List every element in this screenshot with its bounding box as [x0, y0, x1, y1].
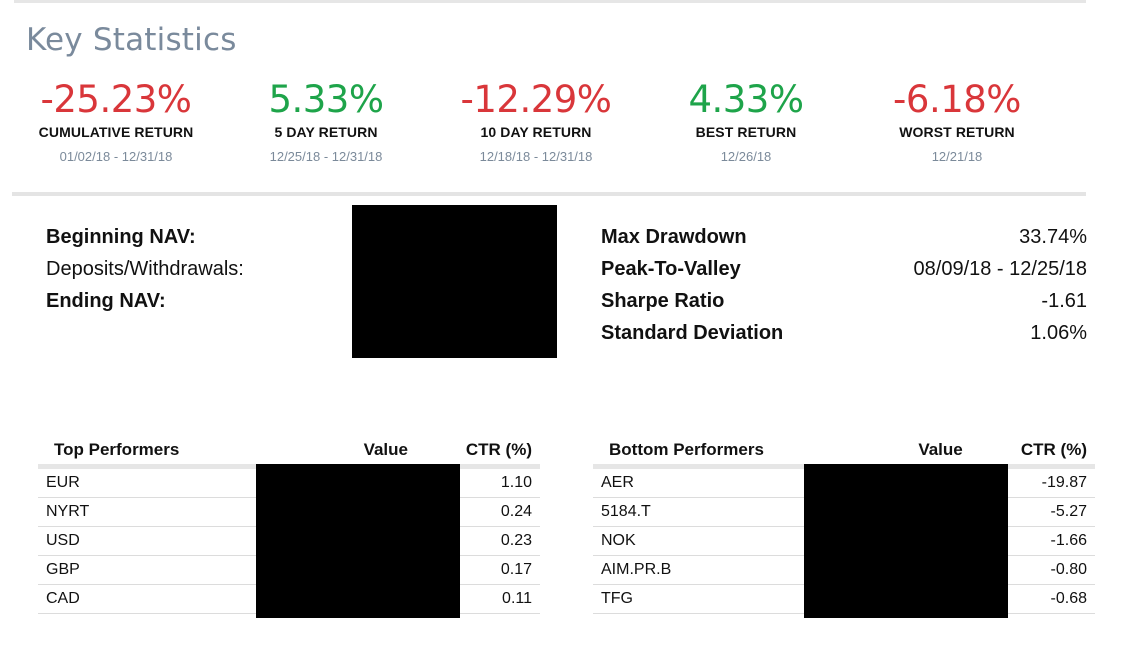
stat-date: 12/18/18 - 12/31/18 — [479, 149, 593, 164]
risk-row-standard-deviation: Standard Deviation 1.06% — [601, 321, 1087, 353]
row-name: EUR — [38, 466, 248, 498]
risk-row-max-drawdown: Max Drawdown 33.74% — [601, 225, 1087, 257]
stat-label: 10 DAY RETURN — [480, 124, 592, 140]
table-header-row: Top Performers Value CTR (%) — [38, 436, 540, 469]
stat-value: 5.33% — [268, 78, 384, 121]
stat-cumulative-return: -25.23% CUMULATIVE RETURN 01/02/18 - 12/… — [0, 78, 246, 164]
stat-10-day-return: -12.29% 10 DAY RETURN 12/18/18 - 12/31/1… — [406, 78, 666, 164]
risk-metrics: Max Drawdown 33.74% Peak-To-Valley 08/09… — [601, 225, 1087, 353]
stat-date: 12/21/18 — [931, 149, 983, 164]
row-name: NYRT — [38, 497, 248, 527]
stat-date: 12/25/18 - 12/31/18 — [269, 149, 383, 164]
risk-value: 1.06% — [1030, 322, 1087, 344]
stat-label: WORST RETURN — [899, 124, 1015, 140]
top-divider — [14, 0, 1086, 3]
page-title: Key Statistics — [26, 22, 237, 58]
risk-value: 08/09/18 - 12/25/18 — [913, 258, 1087, 280]
row-name: AER — [593, 466, 803, 498]
row-name: NOK — [593, 526, 803, 556]
risk-row-sharpe-ratio: Sharpe Ratio -1.61 — [601, 289, 1087, 321]
table-header-row: Bottom Performers Value CTR (%) — [593, 436, 1095, 469]
risk-label: Standard Deviation — [601, 322, 784, 344]
key-stats-row: -25.23% CUMULATIVE RETURN 01/02/18 - 12/… — [0, 78, 1100, 178]
risk-label: Sharpe Ratio — [601, 290, 725, 312]
redacted-bottom-values — [804, 464, 1008, 618]
column-header-value: Value — [802, 436, 971, 469]
risk-value: 33.74% — [1019, 226, 1087, 248]
risk-label: Peak-To-Valley — [601, 258, 741, 280]
stat-value: -12.29% — [460, 78, 612, 121]
stat-value: 4.33% — [688, 78, 804, 121]
risk-value: -1.61 — [1041, 290, 1087, 312]
risk-label: Max Drawdown — [601, 226, 747, 248]
redacted-nav-values — [352, 205, 557, 358]
column-header-ctr: CTR (%) — [416, 436, 540, 469]
stat-label: 5 DAY RETURN — [274, 124, 378, 140]
column-header-ctr: CTR (%) — [970, 436, 1095, 469]
stat-best-return: 4.33% BEST RETURN 12/26/18 — [616, 78, 876, 164]
stat-value: -25.23% — [40, 78, 192, 121]
ending-nav-label: Ending NAV: — [46, 290, 166, 312]
risk-row-peak-to-valley: Peak-To-Valley 08/09/18 - 12/25/18 — [601, 257, 1087, 289]
stat-label: BEST RETURN — [695, 124, 797, 140]
row-name: AIM.PR.B — [593, 555, 803, 585]
stat-date: 12/26/18 — [720, 149, 772, 164]
redacted-top-values — [256, 464, 460, 618]
stat-label: CUMULATIVE RETURN — [38, 124, 194, 140]
row-name: 5184.T — [593, 497, 803, 527]
row-name: USD — [38, 526, 248, 556]
column-header-name: Top Performers — [38, 436, 248, 469]
stat-date: 01/02/18 - 12/31/18 — [59, 149, 173, 164]
row-name: CAD — [38, 584, 248, 614]
row-name: GBP — [38, 555, 248, 585]
stat-5-day-return: 5.33% 5 DAY RETURN 12/25/18 - 12/31/18 — [196, 78, 456, 164]
beginning-nav-label: Beginning NAV: — [46, 226, 196, 248]
column-header-value: Value — [247, 436, 416, 469]
column-header-name: Bottom Performers — [593, 436, 803, 469]
nav-summary: Beginning NAV: Deposits/Withdrawals: End… — [46, 225, 346, 321]
stat-worst-return: -6.18% WORST RETURN 12/21/18 — [827, 78, 1087, 164]
deposits-withdrawals-label: Deposits/Withdrawals: — [46, 258, 244, 280]
row-name: TFG — [593, 584, 803, 614]
stat-value: -6.18% — [893, 78, 1021, 121]
section-divider — [12, 192, 1086, 196]
